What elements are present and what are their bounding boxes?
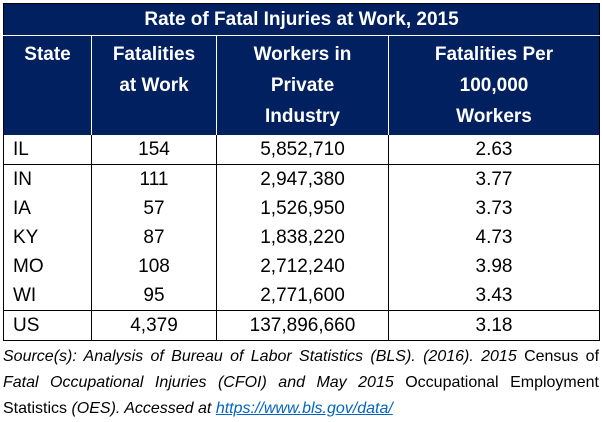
cell-fatalities: 87 <box>91 223 217 252</box>
source-note: Source(s): Analysis of Bureau of Labor S… <box>3 344 599 422</box>
table-title: Rate of Fatal Injuries at Work, 2015 <box>3 3 600 36</box>
cell-workers: 1,838,220 <box>216 223 389 252</box>
table-row-mo: MO 108 2,712,240 3.98 <box>3 252 600 281</box>
cell-fatalities: 95 <box>91 281 217 311</box>
source-citation-cfoi: Fatal Occupational Injuries (CFOI) and M… <box>3 374 394 391</box>
header-rate-line: 100,000 <box>459 75 529 96</box>
table-row-ky: KY 87 1,838,220 4.73 <box>3 223 600 252</box>
table-row-il: IL 154 5,852,710 2.63 <box>3 135 600 165</box>
header-rate-line: Workers <box>456 106 532 127</box>
cell-state: MO <box>3 252 92 281</box>
source-accessed: (OES). Accessed at <box>71 400 216 417</box>
header-workers-line: Private <box>270 75 335 96</box>
cell-state: WI <box>3 281 92 311</box>
cell-workers: 1,526,950 <box>216 194 389 223</box>
cell-rate: 3.18 <box>388 310 600 341</box>
cell-state: IA <box>3 194 92 223</box>
header-workers: Workers in Private Industry <box>216 35 389 135</box>
table-row-ia: IA 57 1,526,950 3.73 <box>3 194 600 223</box>
cell-state: IN <box>3 164 92 194</box>
header-state-line: State <box>24 44 71 65</box>
header-rate: Fatalities Per 100,000 Workers <box>388 35 600 135</box>
cell-rate: 3.43 <box>388 281 600 311</box>
header-state: State <box>3 35 92 135</box>
cell-fatalities: 154 <box>91 135 217 165</box>
header-fatalities-line: at Work <box>119 75 189 96</box>
fatal-injuries-table: Rate of Fatal Injuries at Work, 2015 Sta… <box>3 3 600 341</box>
cell-rate: 4.73 <box>388 223 600 252</box>
cell-workers: 5,852,710 <box>216 135 389 165</box>
cell-workers: 2,771,600 <box>216 281 389 311</box>
cell-workers: 2,712,240 <box>216 252 389 281</box>
header-fatalities: Fatalities at Work <box>91 35 217 135</box>
header-row: State Fatalities at Work Workers in Priv… <box>3 35 600 135</box>
cell-fatalities: 108 <box>91 252 217 281</box>
cell-fatalities: 4,379 <box>91 310 217 341</box>
cell-workers: 2,947,380 <box>216 164 389 194</box>
cell-state: KY <box>3 223 92 252</box>
header-workers-line: Workers in <box>253 44 352 65</box>
table-row-in: IN 111 2,947,380 3.77 <box>3 164 600 194</box>
source-citation: Source(s): Analysis of Bureau of Labor S… <box>3 348 517 365</box>
cell-rate: 3.73 <box>388 194 600 223</box>
cell-rate: 2.63 <box>388 135 600 165</box>
table-row-wi: WI 95 2,771,600 3.43 <box>3 281 600 311</box>
cell-state: IL <box>3 135 92 165</box>
cell-workers: 137,896,660 <box>216 310 389 341</box>
cell-rate: 3.98 <box>388 252 600 281</box>
table-row-us: US 4,379 137,896,660 3.18 <box>3 310 600 341</box>
header-workers-line: Industry <box>265 106 340 127</box>
source-text: Census of <box>516 348 600 365</box>
fatal-injuries-table-figure: Rate of Fatal Injuries at Work, 2015 Sta… <box>3 3 600 422</box>
source-link[interactable]: https://www.bls.gov/data/ <box>215 400 393 417</box>
header-rate-line: Fatalities Per <box>434 44 554 65</box>
cell-rate: 3.77 <box>388 164 600 194</box>
cell-fatalities: 111 <box>91 164 217 194</box>
cell-state: US <box>3 310 92 341</box>
source-text-oes: Occupational Employment Statistics <box>3 374 599 417</box>
header-fatalities-line: Fatalities <box>112 44 196 65</box>
cell-fatalities: 57 <box>91 194 217 223</box>
